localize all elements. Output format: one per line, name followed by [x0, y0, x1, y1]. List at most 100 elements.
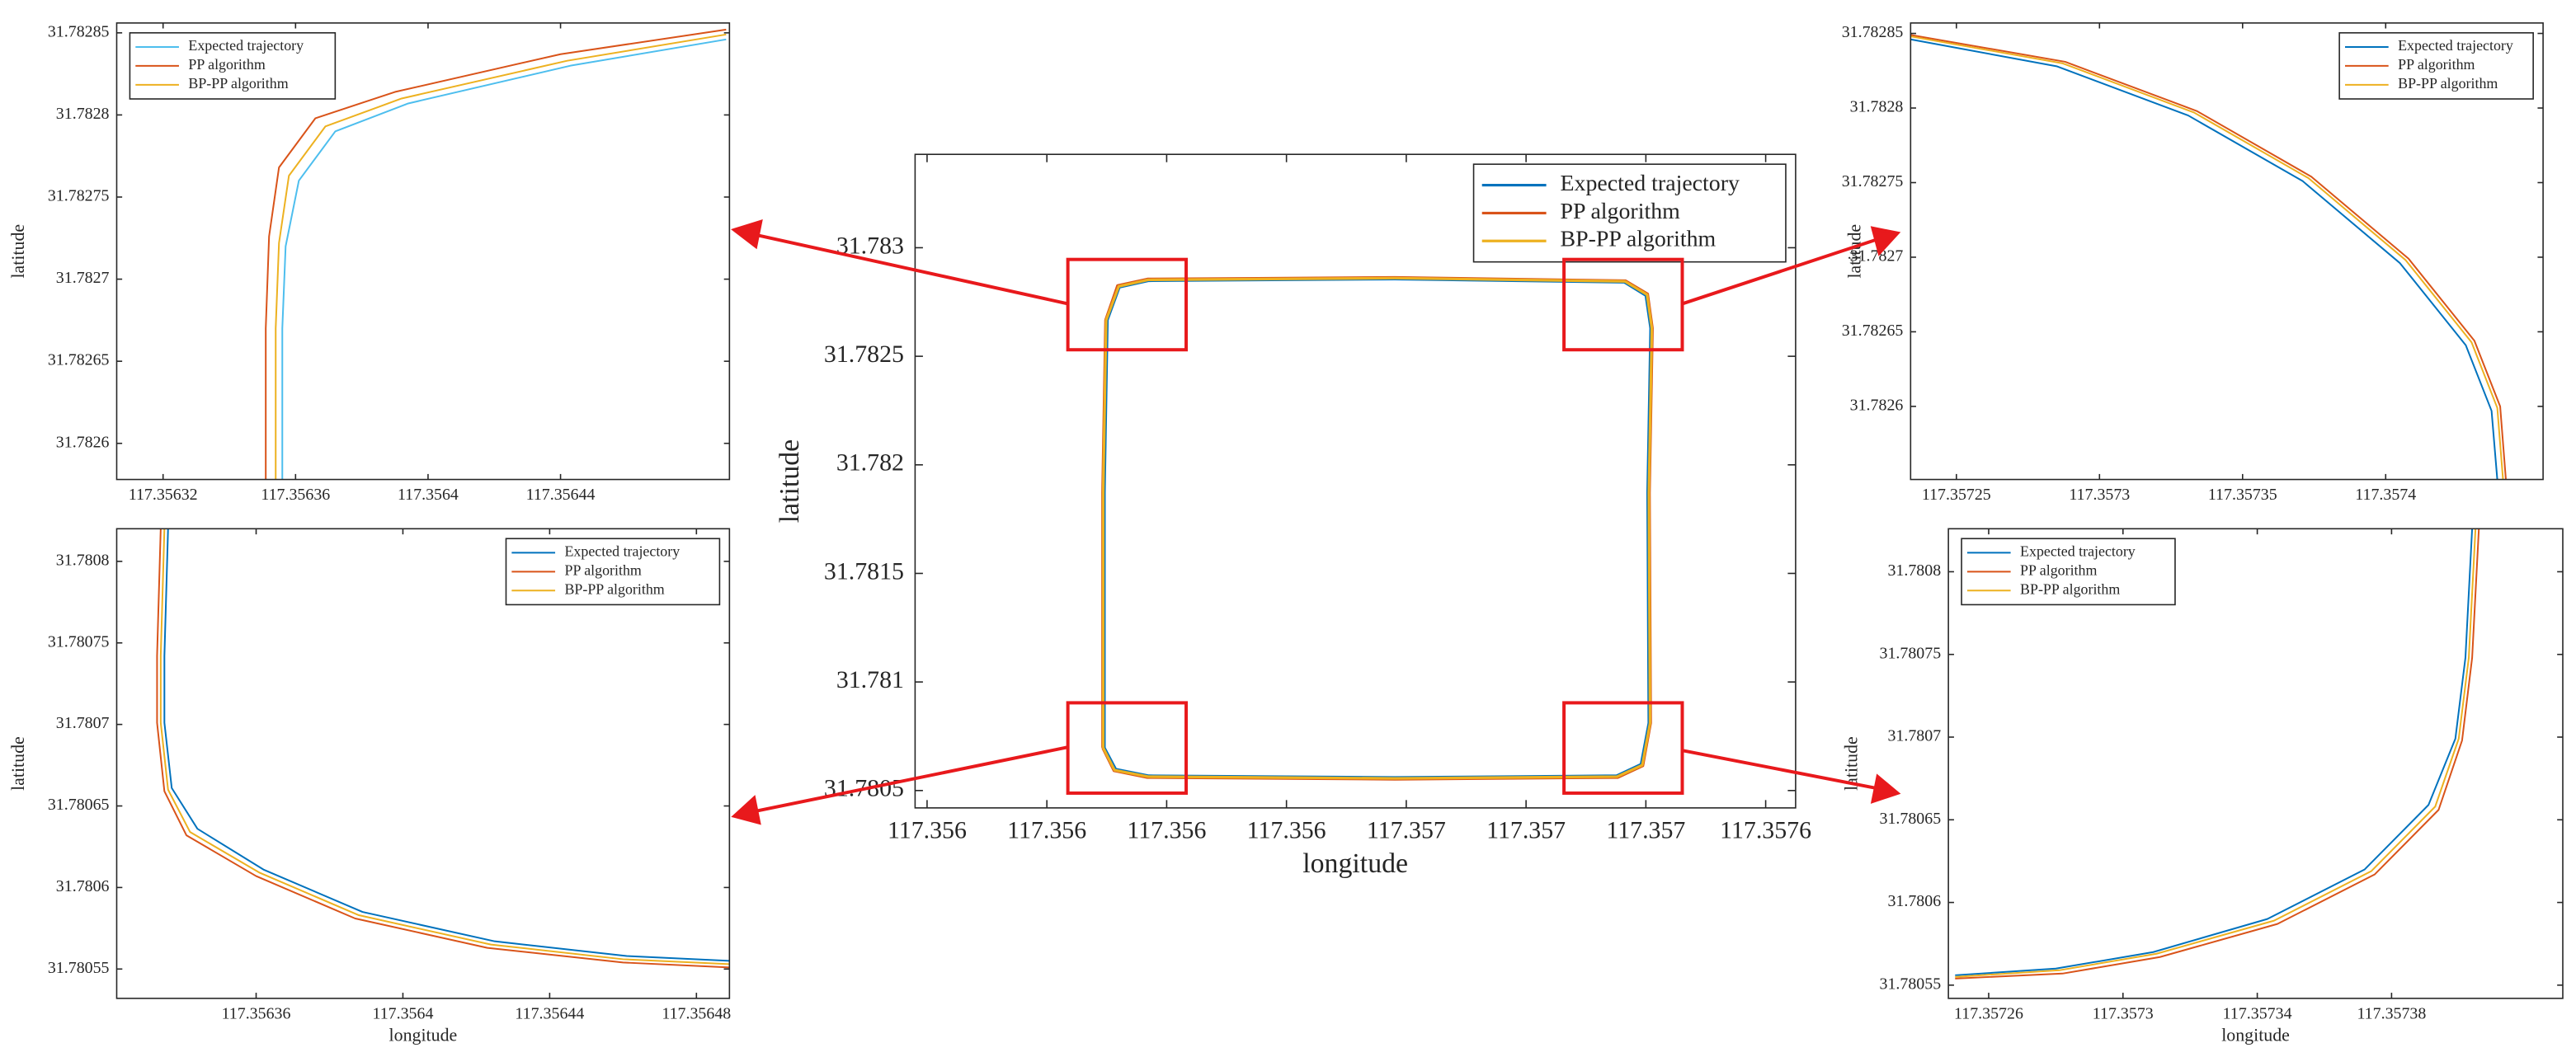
y-axis-label: latitude	[1844, 224, 1865, 279]
arrow	[1681, 237, 1877, 306]
trajectory-line	[265, 28, 727, 480]
y-tick-label: 31.78055	[1880, 975, 1942, 993]
trajectory-line	[1955, 528, 2477, 978]
axes-frame	[914, 153, 1797, 809]
y-tick-label: 31.7826	[1850, 396, 1904, 414]
legend-label: PP algorithm	[1561, 199, 1681, 224]
x-tick-label: 117.35738	[2357, 1004, 2426, 1022]
x-tick-label: 117.35735	[2208, 486, 2277, 504]
y-tick-label: 31.78285	[1842, 23, 1904, 41]
x-tick-label: 117.356	[1127, 817, 1206, 844]
trajectory-line	[1910, 38, 2498, 480]
x-tick-label: 117.35725	[1922, 486, 1991, 504]
legend-label: PP algorithm	[564, 561, 641, 578]
y-tick-label: 31.7807	[1887, 727, 1941, 745]
x-tick-label: 117.357	[1367, 817, 1446, 844]
y-tick-label: 31.7827	[1850, 247, 1904, 265]
chart-panel: 117.35725 117.3573 117.35735 117.3574 31.782…	[1842, 22, 2544, 504]
plot-lines	[1910, 34, 2507, 480]
legend-label: PP algorithm	[2398, 56, 2475, 73]
arrow	[755, 745, 1069, 813]
x-tick-label: 117.357	[1486, 817, 1566, 844]
chart-panel: 117.35726 117.3573 117.35734 117.35738 31.78…	[1841, 528, 2564, 1045]
y-tick-label: 31.78065	[1880, 810, 1942, 828]
legend-label: Expected trajectory	[2398, 37, 2513, 54]
legend-label: Expected trajectory	[1561, 171, 1740, 196]
y-tick-label: 31.7828	[1850, 98, 1904, 116]
x-axis-label: longitude	[1302, 848, 1408, 879]
y-tick-label: 31.7807	[56, 714, 110, 732]
x-axis-label: longitude	[2221, 1025, 2290, 1045]
y-tick-label: 31.78275	[48, 187, 110, 205]
legend-label: PP algorithm	[188, 56, 265, 73]
y-tick-label: 31.78265	[1842, 322, 1904, 340]
y-tick-label: 31.782	[836, 449, 904, 477]
y-tick-label: 31.7806	[1887, 892, 1941, 910]
legend-label: PP algorithm	[2020, 561, 2097, 578]
legend-label: BP-PP algorithm	[1561, 227, 1717, 252]
arrow-head	[731, 795, 761, 825]
legend-label: Expected trajectory	[2020, 543, 2136, 560]
x-tick-label: 117.3564	[372, 1004, 433, 1022]
y-tick-label: 31.7808	[1887, 561, 1941, 580]
axes-frame	[1947, 528, 2564, 999]
trajectory-line	[281, 38, 727, 480]
y-axis-label: latitude	[7, 736, 28, 791]
axes-frame	[115, 528, 731, 999]
legend-label: BP-PP algorithm	[2020, 580, 2120, 597]
legend: Expected trajectory PP algorithm BP-PP alg…	[1472, 163, 1787, 263]
x-tick-label: 117.3576	[1720, 817, 1811, 844]
x-tick-label: 117.3573	[2069, 486, 2130, 504]
trajectory-line	[156, 528, 730, 969]
x-tick-label: 117.35644	[515, 1004, 584, 1022]
zoom-box	[1562, 701, 1684, 795]
y-tick-label: 31.7827	[56, 269, 110, 287]
x-tick-label: 117.35726	[1954, 1004, 2023, 1022]
x-tick-label: 117.35734	[2223, 1004, 2292, 1022]
trajectory-line	[1955, 528, 2474, 976]
trajectory-line	[1910, 35, 2504, 480]
y-tick-label: 31.781	[836, 666, 904, 693]
plot-lines	[1101, 275, 1654, 781]
plot-area	[116, 528, 730, 998]
trajectory-line	[159, 528, 730, 965]
y-tick-label: 31.78285	[48, 22, 110, 40]
x-tick-label: 117.35644	[526, 486, 596, 504]
arrow-head	[1870, 226, 1901, 256]
arrow	[755, 233, 1069, 306]
x-tick-label: 117.357	[1606, 817, 1685, 844]
legend: Expected trajectory PP algorithm BP-PP alg…	[2338, 32, 2534, 100]
plot-lines	[1955, 528, 2480, 979]
zoom-box	[1066, 257, 1189, 352]
x-tick-label: 117.35632	[129, 486, 198, 504]
plot-lines	[156, 528, 730, 969]
y-tick-label: 31.7828	[56, 105, 110, 123]
axes-frame	[1910, 22, 2544, 481]
y-tick-label: 31.7825	[824, 341, 904, 368]
y-tick-label: 31.7806	[56, 877, 110, 895]
x-tick-label: 117.35636	[261, 486, 330, 504]
legend-label: Expected trajectory	[188, 37, 304, 54]
arrow-head	[1870, 773, 1901, 804]
x-tick-label: 117.3573	[2093, 1004, 2154, 1022]
y-tick-label: 31.7815	[824, 557, 904, 585]
x-tick-label: 117.356	[1247, 817, 1326, 844]
chart-panel: 117.356 117.356 117.356 117.356 117.357 117.3…	[775, 153, 1811, 879]
y-tick-label: 31.78065	[48, 796, 110, 814]
y-tick-label: 31.78265	[48, 351, 110, 369]
x-tick-label: 117.356	[1007, 817, 1086, 844]
legend-label: BP-PP algorithm	[2398, 75, 2498, 92]
x-tick-label: 117.3574	[2355, 486, 2416, 504]
zoom-box	[1562, 257, 1684, 352]
trajectory-line	[1101, 276, 1654, 780]
arrow-head	[731, 218, 763, 250]
y-tick-label: 31.78075	[1880, 644, 1942, 662]
x-tick-label: 117.3564	[398, 486, 459, 504]
y-tick-label: 31.78055	[48, 959, 110, 977]
x-tick-label: 117.35648	[662, 1004, 731, 1022]
chart-panel: 117.35632 117.35636 117.3564 117.35644 31.78…	[7, 22, 731, 504]
legend-label: BP-PP algorithm	[188, 75, 288, 92]
